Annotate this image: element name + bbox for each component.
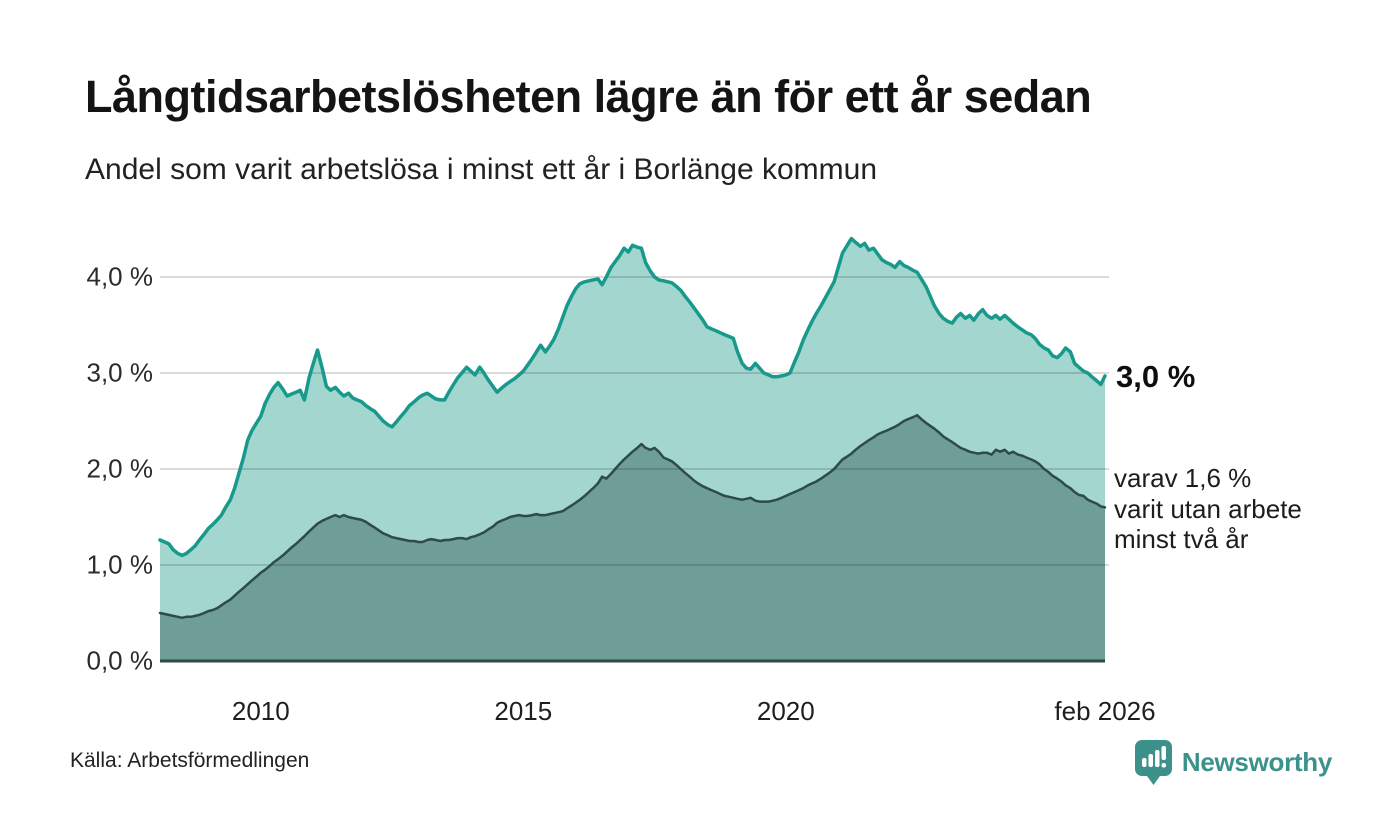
end-note-line: varav 1,6 %	[1114, 463, 1252, 493]
y-tick-label: 0,0 %	[86, 645, 154, 676]
line-minst-ett-ar	[158, 236, 1107, 558]
x-tick-label: 2020	[756, 696, 815, 726]
y-tick-label: 1,0 %	[86, 549, 154, 580]
end-note-line: minst två år	[1114, 524, 1249, 555]
end-value-label: 3,0 %	[1116, 359, 1196, 394]
brand-logo: Newsworthy	[1134, 739, 1332, 786]
x-tick-label: 2010	[231, 696, 290, 726]
line-minst-tva-ar	[158, 413, 1107, 620]
y-tick-label: 2,0 %	[86, 453, 154, 484]
chart-subtitle: Andel som varit arbetslösa i minst ett å…	[85, 153, 877, 186]
page-title: Långtidsarbetslösheten lägre än för ett …	[85, 71, 1092, 122]
x-tick-label: 2015	[494, 696, 553, 726]
x-tick-label: feb 2026	[1054, 696, 1156, 726]
newsworthy-pin-icon	[1134, 740, 1172, 785]
end-note-line: varit utan arbete	[1114, 493, 1302, 524]
y-tick-label: 4,0 %	[86, 261, 154, 292]
area-minst-tva-ar	[160, 415, 1105, 661]
source-note: Källa: Arbetsförmedlingen	[70, 749, 310, 772]
brand-name: Newsworthy	[1181, 747, 1332, 777]
y-tick-label: 3,0 %	[86, 357, 154, 388]
end-note-annotation: varav 1,6 % varit utan arbete minst två år	[1114, 463, 1302, 555]
